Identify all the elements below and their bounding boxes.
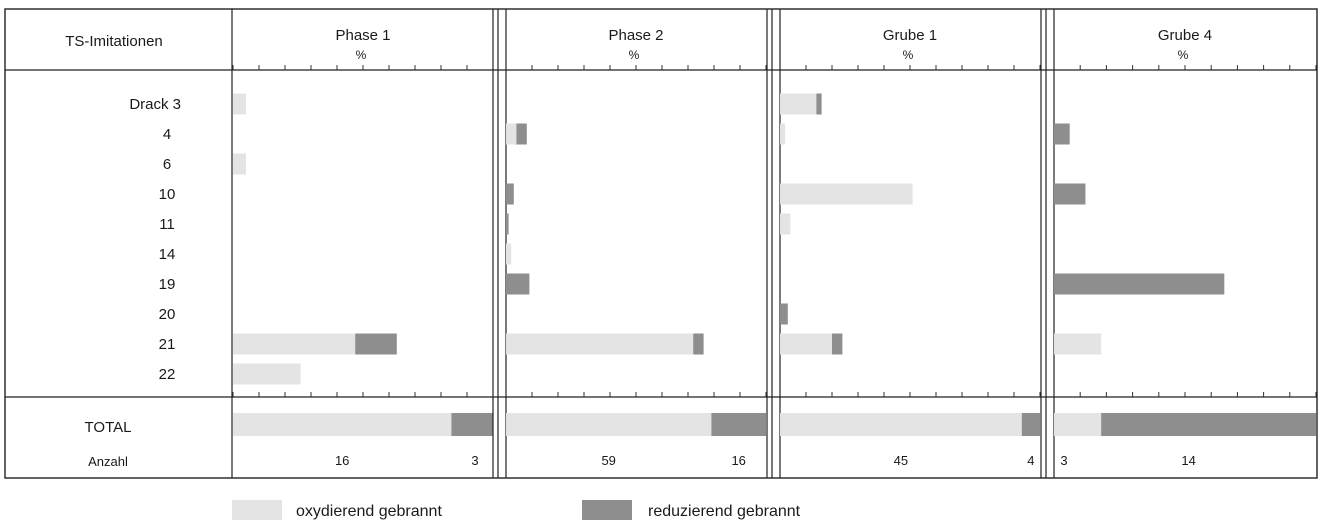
bar-reduzierend	[816, 93, 822, 115]
bar-reduzierend	[516, 123, 527, 145]
legend-swatch-0	[232, 500, 282, 520]
axis-unit-label: %	[356, 48, 367, 62]
bar-oxydierend	[780, 183, 913, 205]
category-labels: Drack 3 4 6 10 11 14 19 20 21 22	[129, 96, 181, 383]
bar-oxydierend	[233, 153, 246, 175]
panel-title: Phase 2	[608, 27, 663, 44]
category-label-8: 21	[159, 336, 176, 353]
count-reduzierend: 16	[731, 453, 745, 468]
total-row-labels: TOTAL Anzahl	[85, 419, 132, 469]
bar-reduzierend	[832, 333, 843, 355]
count-oxydierend: 59	[601, 453, 615, 468]
total-label: TOTAL	[85, 419, 132, 436]
count-reduzierend: 4	[1027, 453, 1034, 468]
category-label-2: 6	[163, 156, 171, 173]
category-label-0: Drack 3	[129, 96, 181, 113]
count-oxydierend: 3	[1060, 453, 1067, 468]
count-oxydierend: 16	[335, 453, 349, 468]
bar-reduzierend	[355, 333, 397, 355]
legend-swatch-1	[582, 500, 632, 520]
count-reduzierend: 14	[1181, 453, 1195, 468]
category-label-1: 4	[163, 126, 171, 143]
row-header: TS-Imitationen	[65, 33, 163, 50]
legend-label-1: reduzierend gebrannt	[648, 503, 801, 520]
bar-oxydierend	[780, 93, 817, 115]
bar-oxydierend	[233, 93, 246, 115]
bar-oxydierend	[506, 123, 517, 145]
bar-reduzierend	[1054, 273, 1225, 295]
total-bar-reduzierend	[711, 413, 766, 436]
bar-reduzierend	[780, 303, 788, 325]
panel-title: Grube 1	[883, 27, 937, 44]
bar-reduzierend	[506, 273, 530, 295]
category-label-9: 22	[159, 366, 176, 383]
count-label: Anzahl	[88, 454, 128, 469]
category-label-6: 19	[159, 276, 176, 293]
bar-oxydierend	[780, 213, 791, 235]
panel-title: Phase 1	[335, 27, 390, 44]
bar-oxydierend	[233, 363, 301, 385]
bar-oxydierend	[780, 123, 786, 145]
outer-border	[4, 8, 1318, 479]
bar-oxydierend	[233, 333, 356, 355]
panel-3: Grube 4% 3 14	[1053, 9, 1317, 478]
row-header-group: TS-Imitationen	[65, 33, 163, 50]
total-bar-oxydierend	[780, 413, 1022, 436]
chart-frame	[4, 8, 1318, 479]
total-bar-oxydierend	[233, 413, 452, 436]
count-reduzierend: 3	[471, 453, 478, 468]
bar-oxydierend	[1054, 333, 1102, 355]
total-bar-oxydierend	[506, 413, 712, 436]
category-label-4: 11	[159, 216, 175, 233]
legend: oxydierend gebrannt reduzierend gebrannt	[232, 500, 801, 520]
panel-2: Grube 1% 45 4	[779, 9, 1041, 478]
count-oxydierend: 45	[894, 453, 908, 468]
bar-oxydierend	[506, 333, 694, 355]
bar-oxydierend	[780, 333, 832, 355]
category-label-3: 10	[159, 186, 176, 203]
legend-label-0: oxydierend gebrannt	[296, 503, 442, 520]
bar-reduzierend	[1054, 183, 1086, 205]
total-bar-oxydierend	[1054, 413, 1102, 436]
bar-oxydierend	[506, 243, 512, 265]
panel-0: Phase 1% 16 3	[232, 27, 494, 468]
category-label-7: 20	[159, 306, 176, 323]
axis-unit-label: %	[903, 48, 914, 62]
panel-title: Grube 4	[1158, 27, 1212, 44]
axis-unit-label: %	[629, 48, 640, 62]
bar-reduzierend	[506, 213, 509, 235]
bar-reduzierend	[506, 183, 514, 205]
panel-1: Phase 2% 59 16	[505, 9, 767, 478]
total-bar-reduzierend	[451, 413, 493, 436]
total-bar-reduzierend	[1101, 413, 1316, 436]
total-bar-reduzierend	[1021, 413, 1040, 436]
category-label-5: 14	[159, 246, 176, 263]
bar-reduzierend	[1054, 123, 1070, 145]
bar-reduzierend	[693, 333, 704, 355]
axis-unit-label: %	[1178, 48, 1189, 62]
